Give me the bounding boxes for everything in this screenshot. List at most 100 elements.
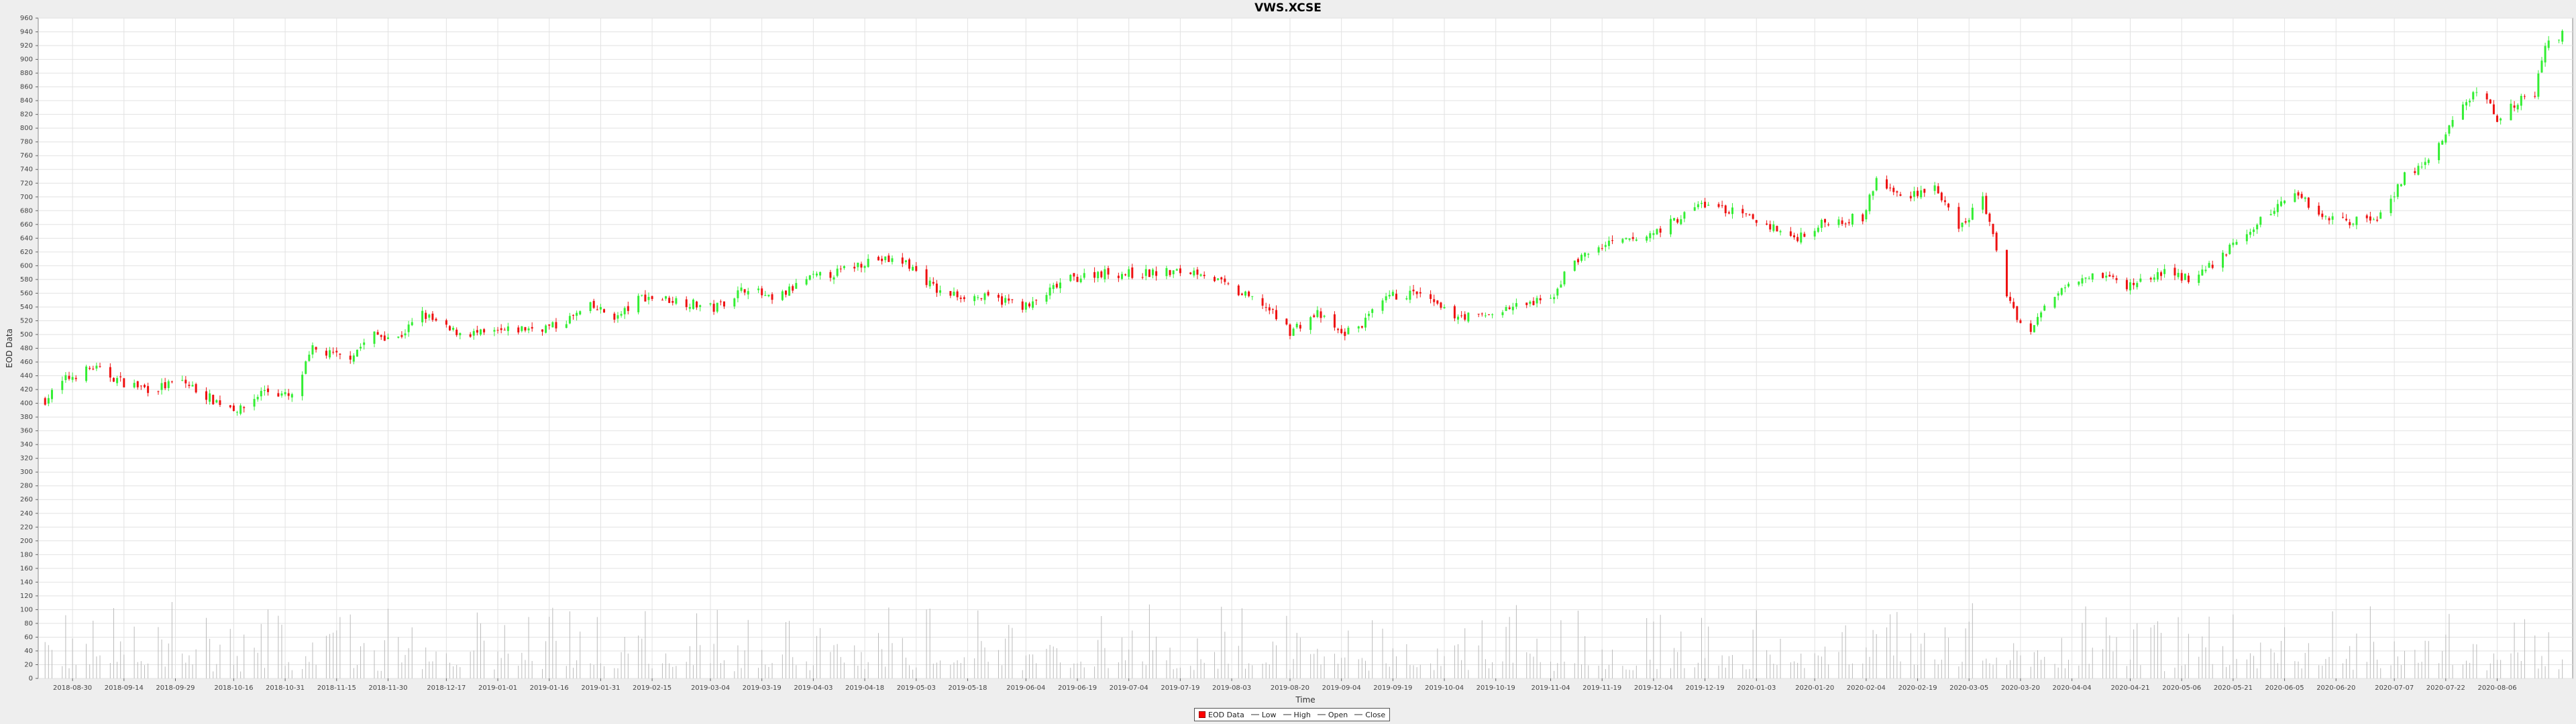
y-tick-label: 920 (20, 42, 33, 50)
candle-body (215, 400, 218, 403)
candle-body (397, 337, 400, 338)
candle-body (788, 286, 791, 296)
candle-body (50, 389, 53, 400)
candle-body (1886, 179, 1888, 189)
candle-body (1693, 207, 1696, 211)
candle-body (2445, 134, 2447, 143)
candle-body (1923, 188, 1926, 193)
x-tick-label: 2020-06-20 (2316, 684, 2355, 692)
candle-body (167, 381, 170, 388)
chart-legend: EOD Data Low High Open Close (1194, 708, 1391, 721)
candle-body (335, 351, 338, 353)
x-tick-label: 2020-04-21 (2110, 684, 2149, 692)
candle-body (2184, 274, 2186, 280)
candle-body (2160, 272, 2163, 276)
candle-body (1440, 302, 1442, 308)
candle-body (1913, 191, 1915, 197)
candle-body (425, 312, 427, 319)
candle-body (2204, 269, 2207, 272)
candle-body (1340, 328, 1343, 333)
candle-body (2084, 277, 2087, 279)
candle-body (459, 333, 462, 336)
candle-body (89, 367, 91, 369)
candle-body (1344, 331, 1346, 337)
candle-body (1957, 206, 1960, 229)
y-tick-label: 680 (20, 207, 33, 215)
candle-body (329, 350, 331, 358)
candle-body (1337, 328, 1340, 330)
candle-body (1766, 223, 1768, 225)
open-swatch-icon (1317, 714, 1326, 715)
candle-body (1940, 192, 1943, 200)
x-tick-label: 2019-01-16 (530, 684, 569, 692)
candle-body (181, 379, 184, 381)
x-tick-label: 2019-04-03 (794, 684, 833, 692)
legend-low-label: Low (1261, 710, 1277, 719)
candle-body (400, 335, 403, 337)
candle-body (2451, 119, 2454, 127)
y-tick-label: 460 (20, 359, 33, 366)
candle-body (85, 366, 88, 381)
candle-body (1097, 272, 1099, 279)
candle-body (74, 377, 77, 379)
candle-body (1837, 219, 1840, 225)
candle-body (2129, 282, 2132, 291)
candle-body (1844, 223, 1847, 225)
candle-body (287, 393, 290, 396)
candle-body (925, 269, 928, 286)
candle-body (2009, 296, 2012, 301)
candle-body (1165, 267, 1168, 276)
candle-body (2390, 198, 2392, 213)
candle-body (2256, 225, 2259, 230)
candle-body (2102, 273, 2104, 278)
candle-body (404, 333, 407, 336)
y-tick-label: 540 (20, 304, 33, 311)
candle-body (2108, 275, 2111, 277)
x-tick-label: 2020-05-21 (2214, 684, 2253, 692)
candle-body (863, 265, 866, 268)
candle-body (1707, 204, 1710, 206)
candle-body (1851, 213, 1854, 225)
candle-body (2005, 249, 2008, 297)
candle-body (747, 291, 749, 295)
candle-body (2534, 96, 2536, 97)
candle-body (819, 272, 822, 276)
y-tick-label: 940 (20, 29, 33, 36)
y-tick-label: 900 (20, 56, 33, 64)
candle-body (119, 376, 122, 377)
candle-body (2414, 171, 2416, 174)
candle-body (1175, 269, 1178, 271)
candle-body (696, 301, 698, 308)
candle-body (253, 399, 256, 407)
x-tick-label: 2019-07-04 (1110, 684, 1148, 692)
candle-body (1597, 247, 1600, 253)
candle-body (1862, 214, 1864, 222)
x-tick-label: 2018-10-16 (214, 684, 253, 692)
x-tick-label: 2020-01-03 (1737, 684, 1776, 692)
candle-body (928, 280, 931, 287)
candle-body (2472, 92, 2475, 100)
legend-close: Close (1354, 711, 1385, 719)
candle-body (1556, 288, 1559, 296)
candle-body (2163, 269, 2166, 274)
candle-body (2331, 216, 2334, 220)
y-tick-label: 960 (20, 15, 33, 22)
candle-body (1515, 303, 1517, 307)
candle-body (267, 388, 270, 392)
candle-body (99, 366, 101, 367)
y-tick-label: 820 (20, 111, 33, 119)
candle-body (380, 335, 382, 337)
candle-body (2441, 141, 2444, 145)
x-tick-label: 2019-04-18 (845, 684, 884, 692)
candle-body (836, 268, 839, 276)
candle-body (1669, 219, 1672, 235)
candle-body (1155, 271, 1158, 276)
candle-body (47, 398, 50, 404)
candle-body (579, 311, 582, 315)
candle-body (784, 290, 787, 295)
candle-body (2365, 215, 2368, 219)
candle-body (2304, 197, 2306, 199)
y-tick-label: 200 (20, 538, 33, 545)
candle-body (1083, 273, 1085, 278)
candle-body (623, 308, 626, 314)
